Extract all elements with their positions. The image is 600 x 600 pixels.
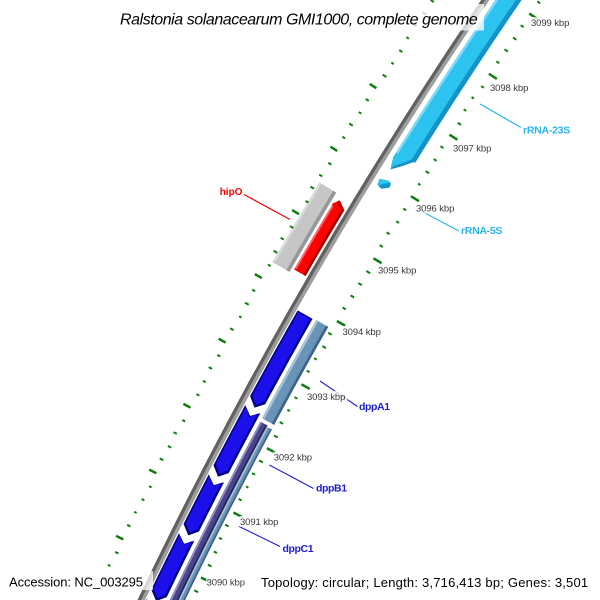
- svg-text:Ralstonia solanacearum GMI1000: Ralstonia solanacearum GMI1000, complete…: [120, 12, 478, 29]
- svg-text:dppC1: dppC1: [283, 543, 314, 555]
- svg-text:Accession: NC_003295: Accession: NC_003295: [9, 575, 143, 590]
- svg-text:3091 kbp: 3091 kbp: [240, 517, 278, 528]
- svg-text:3096 kbp: 3096 kbp: [416, 204, 454, 215]
- svg-text:dppB1: dppB1: [316, 483, 347, 495]
- svg-text:3094 kbp: 3094 kbp: [343, 327, 381, 338]
- svg-text:3099 kbp: 3099 kbp: [531, 18, 569, 29]
- svg-text:dppA1: dppA1: [359, 401, 390, 413]
- svg-text:3097 kbp: 3097 kbp: [453, 144, 491, 155]
- svg-text:rRNA-23S: rRNA-23S: [523, 125, 570, 137]
- svg-text:3090 kbp: 3090 kbp: [207, 578, 245, 589]
- svg-text:Topology: circular; Length: 3,: Topology: circular; Length: 3,716,413 bp…: [261, 575, 588, 590]
- svg-text:rRNA-5S: rRNA-5S: [461, 225, 502, 237]
- svg-text:3098 kbp: 3098 kbp: [490, 83, 528, 94]
- svg-text:3095 kbp: 3095 kbp: [378, 266, 416, 277]
- svg-text:hipO: hipO: [220, 187, 243, 198]
- svg-text:3093 kbp: 3093 kbp: [307, 392, 345, 403]
- svg-text:3092 kbp: 3092 kbp: [274, 453, 312, 464]
